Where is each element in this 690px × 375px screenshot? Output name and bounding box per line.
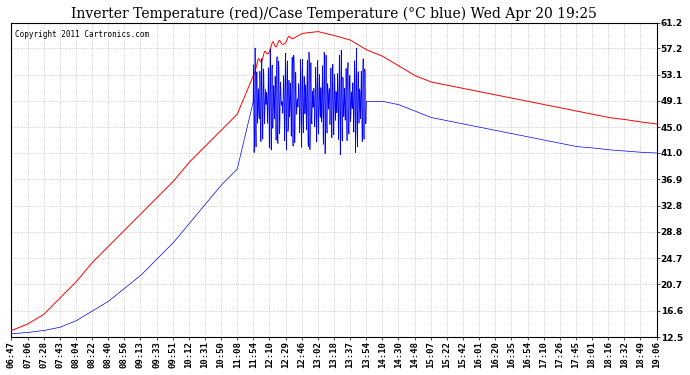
Title: Inverter Temperature (red)/Case Temperature (°C blue) Wed Apr 20 19:25: Inverter Temperature (red)/Case Temperat… <box>71 7 597 21</box>
Text: Copyright 2011 Cartronics.com: Copyright 2011 Cartronics.com <box>14 30 149 39</box>
